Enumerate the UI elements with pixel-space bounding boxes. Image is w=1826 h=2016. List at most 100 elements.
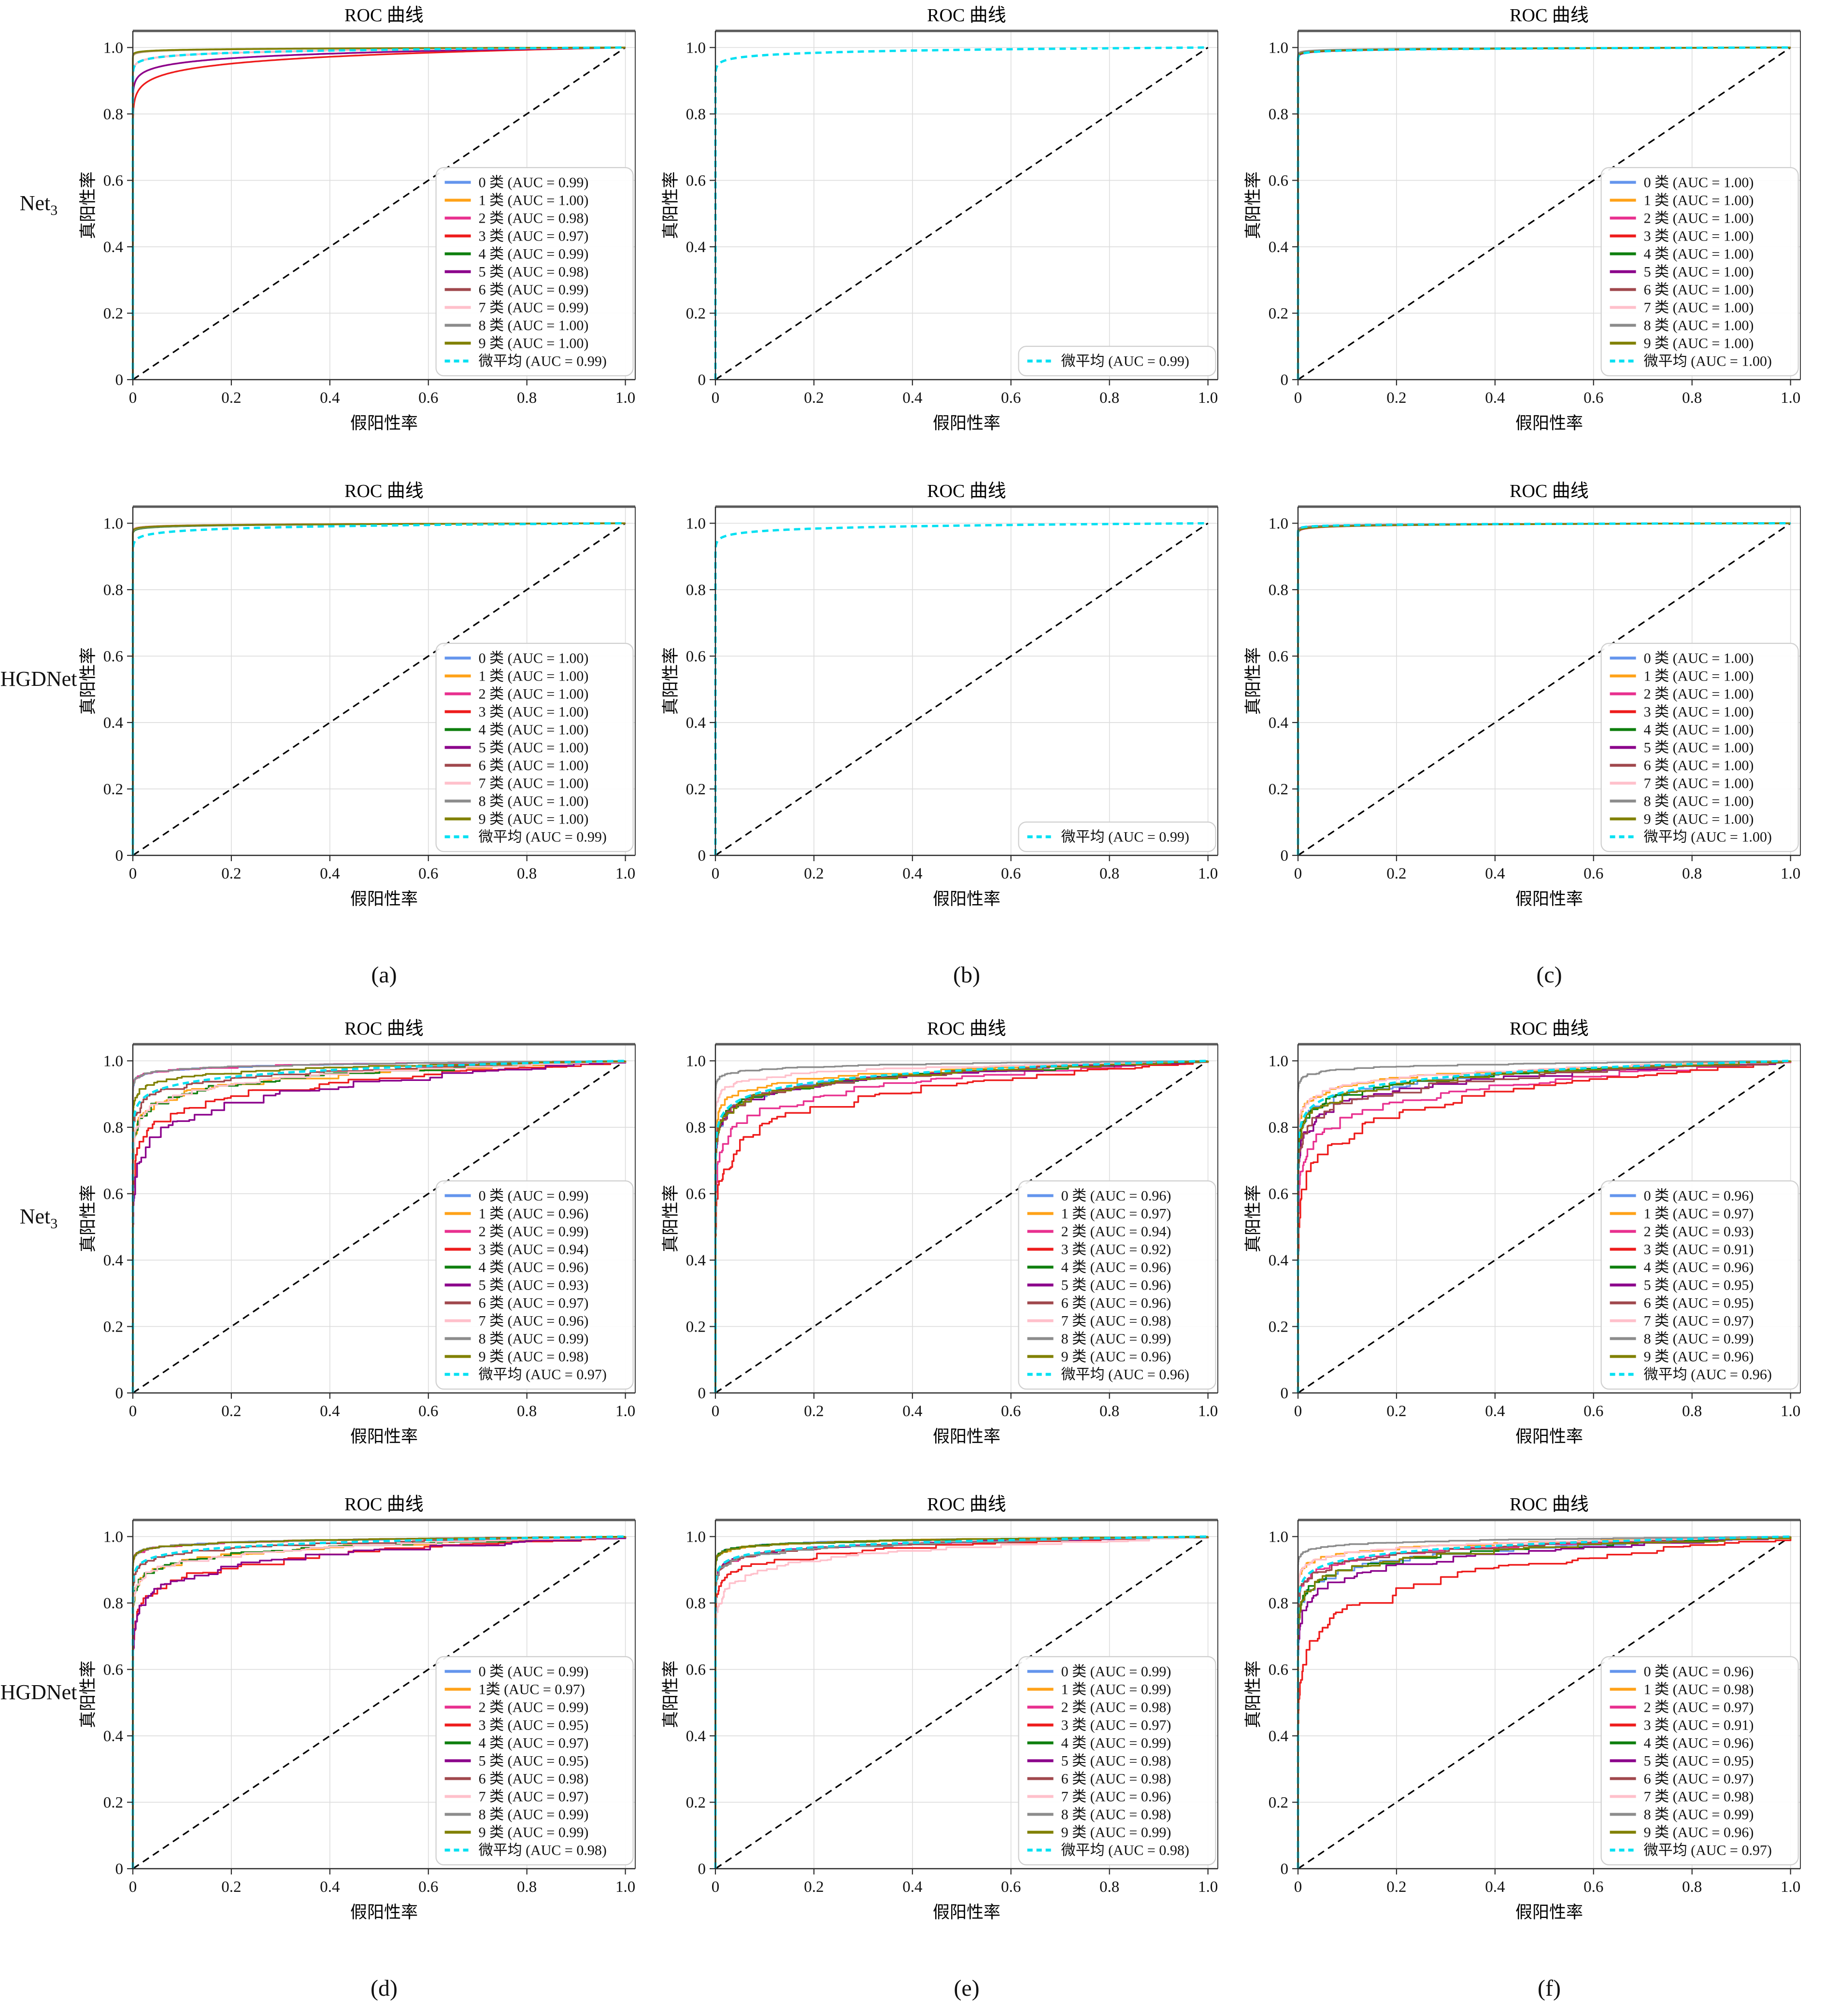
- roc-plot-(a)-HGDNet: 00 0.2 0.2 0.4 0.4 0.6 0.6 0.8 0.8 1.0 1.0 ROC 曲线假阳…: [79, 481, 636, 909]
- roc-plot-(e)-HGDNet: 00 0.2 0.2 0.4 0.4 0.6 0.6 0.8 0.8 1.0 1.0 ROC 曲线假阳…: [661, 1494, 1218, 1922]
- x-tick-label: 1.0: [615, 865, 635, 882]
- y-tick-label: 0.2: [686, 305, 706, 322]
- roc-curve-class-2: [714, 1061, 1209, 1394]
- y-tick-label: 0.2: [1269, 1794, 1288, 1811]
- roc-curve-class-8: [1297, 1060, 1792, 1394]
- panel-caption-c: (c): [1536, 962, 1562, 988]
- roc-plot-cell: 0 0 0.2 0.2 0.4 0.4 0.6 0.6 0.8 0.8 1.0 1.0 ROC 曲线 假阳…: [1242, 3, 1825, 479]
- legend-entry-label: 9 类 (AUC = 0.98): [479, 1349, 589, 1365]
- legend-entry-label: 4 类 (AUC = 0.96): [1644, 1735, 1754, 1751]
- legend-entry-label: 0 类 (AUC = 0.99): [479, 175, 589, 191]
- legend-entry-label: 3 类 (AUC = 0.91): [1644, 1242, 1754, 1258]
- x-tick-label: 0.4: [320, 865, 340, 882]
- plot-title: ROC 曲线: [1510, 5, 1589, 26]
- legend-entry-label: 4 类 (AUC = 0.96): [479, 1260, 589, 1276]
- legend-entry-label: 微平均 (AUC = 0.99): [1061, 354, 1189, 369]
- x-tick-label: 0.2: [804, 389, 824, 407]
- legend-entry-label: 5 类 (AUC = 0.93): [479, 1278, 589, 1293]
- y-tick-label: 0.4: [103, 714, 123, 732]
- legend-entry-label: 0 类 (AUC = 0.99): [479, 1188, 589, 1204]
- y-tick-label: 0: [1281, 371, 1289, 389]
- x-tick-label: 0.8: [1682, 865, 1702, 882]
- legend-entry-label: 9 类 (AUC = 1.00): [479, 811, 589, 827]
- x-tick-label: 0.8: [517, 1403, 537, 1420]
- axis-ticks: 00 0.2 0.2 0.4 0.4 0.6 0.6 0.8 0.8 1.0 1.0: [103, 1528, 635, 1896]
- legend-entry-label: 微平均 (AUC = 1.00): [1644, 829, 1772, 845]
- legend-entry-label: 0 类 (AUC = 0.96): [1644, 1664, 1754, 1680]
- legend-entry-label: 8 类 (AUC = 0.99): [1644, 1331, 1754, 1347]
- legend-entry-label: 8 类 (AUC = 0.99): [479, 1807, 589, 1823]
- x-tick-label: 0: [129, 389, 137, 407]
- roc-curve-class-3: [132, 1061, 627, 1394]
- y-tick-label: 0.8: [686, 1595, 706, 1612]
- x-tick-label: 0.8: [1099, 1403, 1119, 1420]
- chance-diagonal-line: [715, 1536, 1209, 1870]
- legend-entry-label: 7 类 (AUC = 0.96): [479, 1313, 589, 1329]
- legend-entry-label: 5 类 (AUC = 0.98): [1061, 1753, 1171, 1769]
- legend-entry-label: 2 类 (AUC = 0.94): [1061, 1224, 1171, 1240]
- axis-ticks: 00 0.2 0.2 0.4 0.4 0.6 0.6 0.8 0.8 1.0 1.0: [1269, 1052, 1800, 1420]
- roc-curve-micro-average: [1297, 1060, 1791, 1393]
- x-tick-label: 0.4: [902, 1878, 922, 1896]
- roc-curves: [1297, 522, 1791, 855]
- roc-curve-class-8: [132, 1060, 627, 1394]
- legend-entry-label: 1 类 (AUC = 0.99): [1061, 1682, 1171, 1698]
- x-tick-label: 1.0: [1198, 1878, 1218, 1896]
- x-tick-label: 0: [129, 1403, 137, 1420]
- x-axis-label: 假阳性率: [350, 890, 418, 909]
- axis-ticks: 00 0.2 0.2 0.4 0.4 0.6 0.6 0.8 0.8 1.0 1.0: [1269, 1528, 1800, 1896]
- x-tick-label: 1.0: [615, 389, 635, 407]
- chance-diagonal-line: [1298, 523, 1791, 856]
- x-tick-label: 0: [1294, 1403, 1302, 1420]
- x-tick-label: 0.4: [1485, 865, 1505, 882]
- legend-entry-label: 9 类 (AUC = 0.99): [479, 1825, 589, 1841]
- legend: 0 类 (AUC = 0.96) 1 类 (AUC = 0.97) 2 类 (AUC…: [1018, 1180, 1216, 1390]
- x-tick-label: 0.6: [1001, 1403, 1021, 1420]
- roc-plot-(c)-Net3: 00 0.2 0.2 0.4 0.4 0.6 0.6 0.8 0.8 1.0 1.0 ROC 曲线假阳…: [1244, 5, 1801, 433]
- y-tick-label: 0.2: [1269, 781, 1288, 798]
- legend-entry-label: 8 类 (AUC = 0.99): [1644, 1807, 1754, 1823]
- plot-title: ROC 曲线: [344, 1019, 424, 1039]
- x-tick-label: 0.6: [1583, 1878, 1603, 1896]
- legend-entry-label: 1 类 (AUC = 1.00): [1644, 193, 1754, 209]
- legend-entry-label: 微平均 (AUC = 0.99): [1061, 829, 1189, 845]
- legend-entry-label: 8 类 (AUC = 1.00): [1644, 794, 1754, 809]
- x-axis-label: 假阳性率: [350, 1903, 418, 1922]
- legend-entry-label: 2 类 (AUC = 1.00): [1644, 686, 1754, 702]
- y-axis-label: 真阳性率: [661, 171, 680, 239]
- plot-title: ROC 曲线: [1510, 481, 1589, 501]
- x-tick-label: 0.4: [320, 1403, 340, 1420]
- roc-curve-micro-average: [131, 522, 626, 855]
- chance-diagonal-line: [1298, 1060, 1791, 1394]
- y-tick-label: 0.6: [1269, 172, 1288, 189]
- x-tick-label: 0.4: [1485, 1878, 1505, 1896]
- y-tick-label: 1.0: [1269, 1528, 1288, 1546]
- chance-diagonal-line: [132, 1060, 626, 1394]
- legend-entry-label: 2 类 (AUC = 0.97): [1644, 1700, 1754, 1716]
- x-tick-label: 0.8: [1099, 865, 1119, 882]
- y-tick-label: 1.0: [103, 39, 123, 57]
- y-tick-label: 0.8: [103, 1119, 123, 1136]
- y-tick-label: 0.6: [1269, 1661, 1288, 1678]
- chance-diagonal-line: [715, 1060, 1209, 1394]
- legend-entry-label: 8 类 (AUC = 1.00): [479, 794, 589, 809]
- legend-entry-label: 5 类 (AUC = 0.98): [479, 264, 589, 280]
- x-tick-label: 1.0: [1781, 389, 1800, 407]
- roc-curves: [714, 522, 1208, 855]
- grid-lines: [715, 31, 1218, 380]
- x-tick-label: 0.8: [1682, 1878, 1702, 1896]
- x-tick-label: 0: [712, 1403, 720, 1420]
- legend-entry-label: 3 类 (AUC = 0.95): [479, 1718, 589, 1733]
- roc-curve-class-5: [1297, 1536, 1792, 1870]
- y-tick-label: 0.8: [103, 582, 123, 599]
- x-tick-label: 0.2: [804, 1403, 824, 1420]
- legend-entry-label: 3 类 (AUC = 0.94): [479, 1242, 589, 1258]
- y-tick-label: 0.4: [103, 1252, 123, 1269]
- roc-plot-(e)-Net3: 00 0.2 0.2 0.4 0.4 0.6 0.6 0.8 0.8 1.0 1.0 ROC 曲线假阳…: [661, 1019, 1218, 1446]
- legend-entry-label: 0 类 (AUC = 0.96): [1061, 1188, 1171, 1204]
- y-tick-label: 1.0: [1269, 515, 1288, 532]
- y-tick-label: 0: [115, 371, 124, 389]
- roc-curve-micro-average: [1297, 46, 1791, 380]
- x-tick-label: 0.6: [418, 389, 438, 407]
- legend: 0 类 (AUC = 1.00) 1 类 (AUC = 1.00) 2 类 (AUC…: [1600, 167, 1799, 377]
